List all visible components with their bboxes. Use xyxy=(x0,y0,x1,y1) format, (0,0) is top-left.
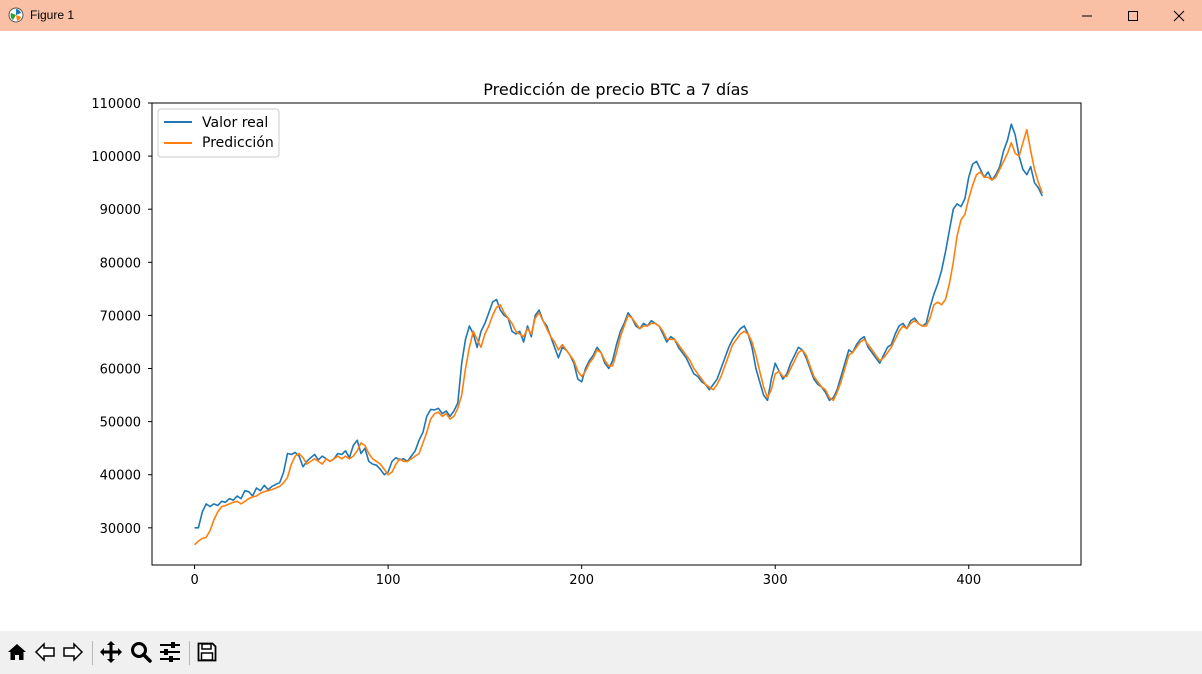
y-tick-label: 80000 xyxy=(100,256,141,271)
x-tick-label: 200 xyxy=(569,573,594,588)
pan-button[interactable] xyxy=(97,638,125,666)
zoom-button[interactable] xyxy=(127,638,155,666)
legend-label-valor-real: Valor real xyxy=(202,115,268,131)
maximize-icon xyxy=(1128,10,1138,21)
matplotlib-app-icon xyxy=(8,7,24,23)
maximize-button[interactable] xyxy=(1110,0,1156,31)
y-tick-label: 60000 xyxy=(100,363,141,378)
legend: Valor real Predicción xyxy=(157,108,280,158)
window-title: Figure 1 xyxy=(30,8,75,22)
x-tick-label: 300 xyxy=(763,573,788,588)
close-icon xyxy=(1173,10,1185,21)
y-tick-label: 50000 xyxy=(100,416,141,431)
y-tick-label: 70000 xyxy=(100,309,141,324)
minimize-button[interactable] xyxy=(1064,0,1110,31)
y-tick-label: 110000 xyxy=(91,97,141,112)
forward-button[interactable] xyxy=(59,638,87,666)
toolbar-separator xyxy=(92,641,93,665)
x-tick-label: 0 xyxy=(190,573,198,588)
window-titlebar[interactable]: Figure 1 xyxy=(0,0,1202,31)
y-tick-label: 40000 xyxy=(100,469,141,484)
close-button[interactable] xyxy=(1156,0,1202,31)
line-chart: Predicción de precio BTC a 7 días 0 100 20… xyxy=(91,80,1082,588)
home-button[interactable] xyxy=(3,638,31,666)
configure-subplots-icon xyxy=(160,642,180,662)
zoom-icon xyxy=(131,642,152,663)
x-axis: 0 100 200 300 400 xyxy=(190,565,981,588)
series-line-valor-real xyxy=(194,123,1044,529)
save-icon xyxy=(197,642,217,662)
pan-icon xyxy=(100,641,122,663)
back-icon xyxy=(34,642,55,662)
y-tick-label: 30000 xyxy=(100,522,141,537)
minimize-icon xyxy=(1082,15,1092,16)
figure-canvas[interactable]: Predicción de precio BTC a 7 días 0 100 20… xyxy=(0,31,1202,631)
x-tick-label: 400 xyxy=(956,573,981,588)
y-axis: 30000 40000 50000 60000 70000 80000 90000 10000… xyxy=(91,97,152,537)
y-tick-label: 100000 xyxy=(91,150,141,165)
forward-icon xyxy=(63,642,84,662)
x-tick-label: 100 xyxy=(376,573,401,588)
axes-frame xyxy=(151,102,1082,566)
home-icon xyxy=(8,644,26,660)
toolbar-separator xyxy=(189,641,190,665)
y-tick-label: 90000 xyxy=(100,203,141,218)
series-line-prediccion xyxy=(194,128,1044,546)
legend-label-prediccion: Predicción xyxy=(202,135,274,151)
chart-title: Predicción de precio BTC a 7 días xyxy=(483,80,749,99)
back-button[interactable] xyxy=(31,638,59,666)
plot-lines xyxy=(194,123,1044,546)
save-button[interactable] xyxy=(193,638,221,666)
configure-subplots-button[interactable] xyxy=(156,638,184,666)
navigation-toolbar xyxy=(0,631,1202,674)
